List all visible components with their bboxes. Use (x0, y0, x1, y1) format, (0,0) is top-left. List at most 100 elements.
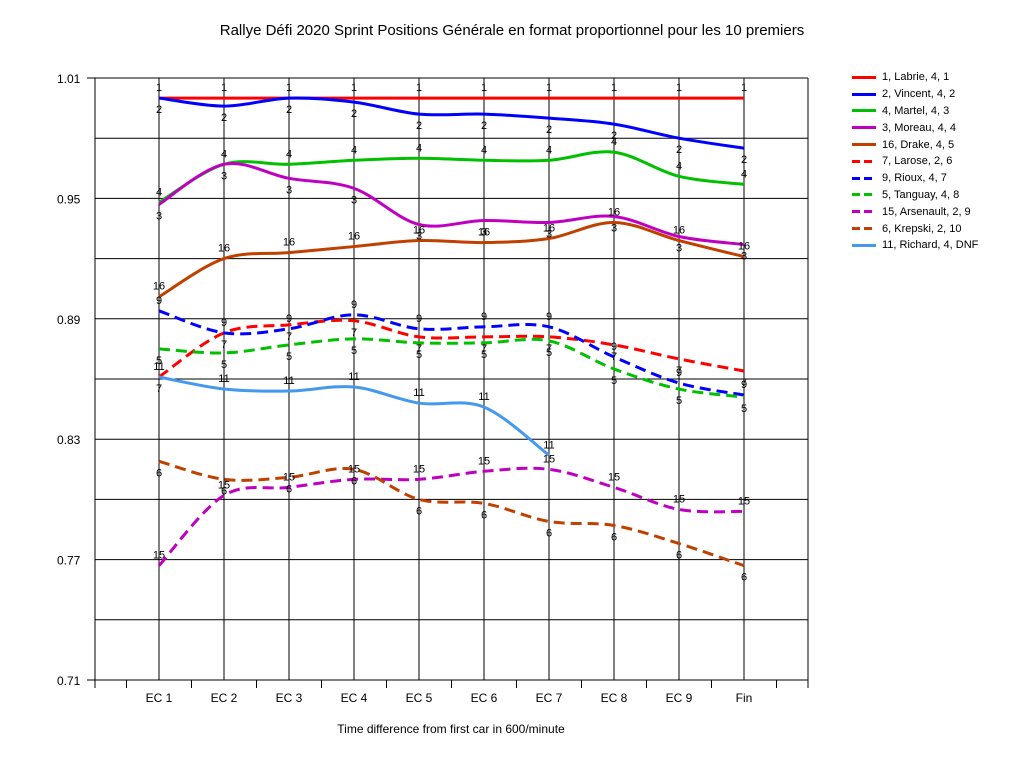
series-line-7 (158, 309, 745, 397)
point-label: 4 (611, 136, 617, 148)
point-label: 7 (351, 327, 357, 339)
point-label: 2 (416, 120, 422, 132)
legend-label: 1, Labrie, 4, 1 (882, 71, 950, 84)
point-label: 2 (741, 154, 747, 166)
series-line-10 (158, 459, 745, 568)
axis-layer: 1.01 0.95 0.89 0.83 0.77 0.71 EC 1 EC 2 EC 3 EC 4… (57, 72, 809, 705)
point-label: 5 (546, 347, 552, 359)
legend-label: 2, Vincent, 4, 2 (882, 88, 956, 101)
point-label: 11 (348, 371, 359, 383)
point-label: 4 (351, 144, 357, 156)
point-label: 16 (153, 281, 165, 293)
point-label: 9 (611, 341, 617, 353)
point-label: 4 (546, 144, 552, 156)
point-label: 4 (221, 148, 227, 160)
point-label: 5 (221, 359, 227, 371)
y-tick-label: 0.95 (57, 192, 81, 206)
point-label: 1 (351, 82, 357, 94)
point-label: 6 (676, 550, 682, 562)
point-label: 16 (348, 231, 360, 243)
x-tick-label: EC 3 (276, 691, 303, 705)
legend-item: 5, Tanguay, 4, 8 (852, 187, 1022, 204)
point-label: 11 (543, 439, 554, 451)
point-label: 1 (741, 82, 747, 94)
legend-swatch (852, 193, 876, 197)
legend-item: 11, Richard, 4, DNF (852, 237, 1022, 254)
legend-label: 15, Arsenault, 2, 9 (882, 205, 971, 218)
point-label: 9 (416, 313, 422, 325)
point-label: 16 (413, 225, 425, 237)
point-label: 3 (351, 194, 357, 206)
point-label: 2 (286, 104, 292, 116)
point-label: 4 (156, 186, 162, 198)
point-label: 1 (546, 82, 552, 94)
point-label: 4 (481, 144, 487, 156)
point-label: 2 (546, 124, 552, 136)
series-line-11 (158, 375, 550, 457)
legend-label: 6, Krepski, 2, 10 (882, 222, 962, 235)
point-label: 9 (286, 313, 292, 325)
legend-swatch (852, 176, 876, 180)
point-label: 5 (416, 349, 422, 361)
point-label: 5 (676, 395, 682, 407)
series-layer (157, 96, 745, 568)
legend-swatch (852, 126, 876, 130)
point-label: 5 (286, 351, 292, 363)
point-label: 1 (416, 82, 422, 94)
point-label: 3 (676, 243, 682, 255)
point-label: 15 (153, 550, 165, 562)
legend-item: 2, Vincent, 4, 2 (852, 86, 1022, 103)
point-label: 3 (286, 184, 292, 196)
point-label: 11 (218, 373, 229, 385)
y-tick-label: 0.77 (57, 554, 81, 568)
point-label: 15 (608, 471, 620, 483)
point-label: 1 (286, 82, 292, 94)
x-tick-label: Fin (736, 691, 753, 705)
point-label: 7 (741, 377, 747, 389)
point-label: 6 (221, 485, 227, 497)
point-label: 1 (611, 82, 617, 94)
x-tick-label: EC 8 (601, 691, 628, 705)
legend-swatch (852, 143, 876, 147)
point-label: 15 (478, 455, 490, 467)
point-label: 3 (221, 170, 227, 182)
legend-item: 15, Arsenault, 2, 9 (852, 203, 1022, 220)
legend-swatch (852, 159, 876, 163)
series-line-5 (158, 220, 745, 299)
x-tick-label: EC 2 (211, 691, 238, 705)
point-label: 4 (416, 142, 422, 154)
point-label: 16 (218, 243, 230, 255)
point-label: 11 (413, 387, 424, 399)
x-axis-label: Time difference from first car in 600/mi… (337, 722, 565, 736)
point-label: 2 (221, 112, 227, 124)
x-tick-label: EC 7 (536, 691, 563, 705)
legend-item: 4, Martel, 4, 3 (852, 103, 1022, 120)
point-label: 2 (156, 104, 162, 116)
chart-title: Rallye Défi 2020 Sprint Positions Généra… (219, 22, 805, 39)
point-label: 11 (153, 361, 164, 373)
legend-label: 7, Larose, 2, 6 (882, 155, 953, 168)
point-label: 15 (413, 463, 425, 475)
point-label: 7 (416, 343, 422, 355)
point-label: 16 (738, 241, 750, 253)
legend-swatch (852, 92, 876, 96)
y-tick-label: 0.71 (57, 674, 81, 688)
legend-item: 3, Moreau, 4, 4 (852, 119, 1022, 136)
series-line-3 (158, 150, 745, 204)
point-label: 1 (221, 82, 227, 94)
point-label: 3 (611, 222, 617, 234)
point-label: 9 (351, 299, 357, 311)
y-tick-label: 0.83 (57, 433, 81, 447)
y-tick-label: 0.89 (57, 313, 81, 327)
point-label: 6 (481, 509, 487, 521)
point-label: 9 (741, 379, 747, 391)
point-label: 7 (156, 383, 162, 395)
point-label: 7 (546, 343, 552, 355)
point-label: 5 (156, 355, 162, 367)
legend-label: 11, Richard, 4, DNF (882, 239, 979, 252)
point-label: 16 (608, 206, 620, 218)
point-label: 15 (348, 463, 360, 475)
series-line-6 (158, 318, 745, 379)
grid-layer (95, 78, 808, 680)
